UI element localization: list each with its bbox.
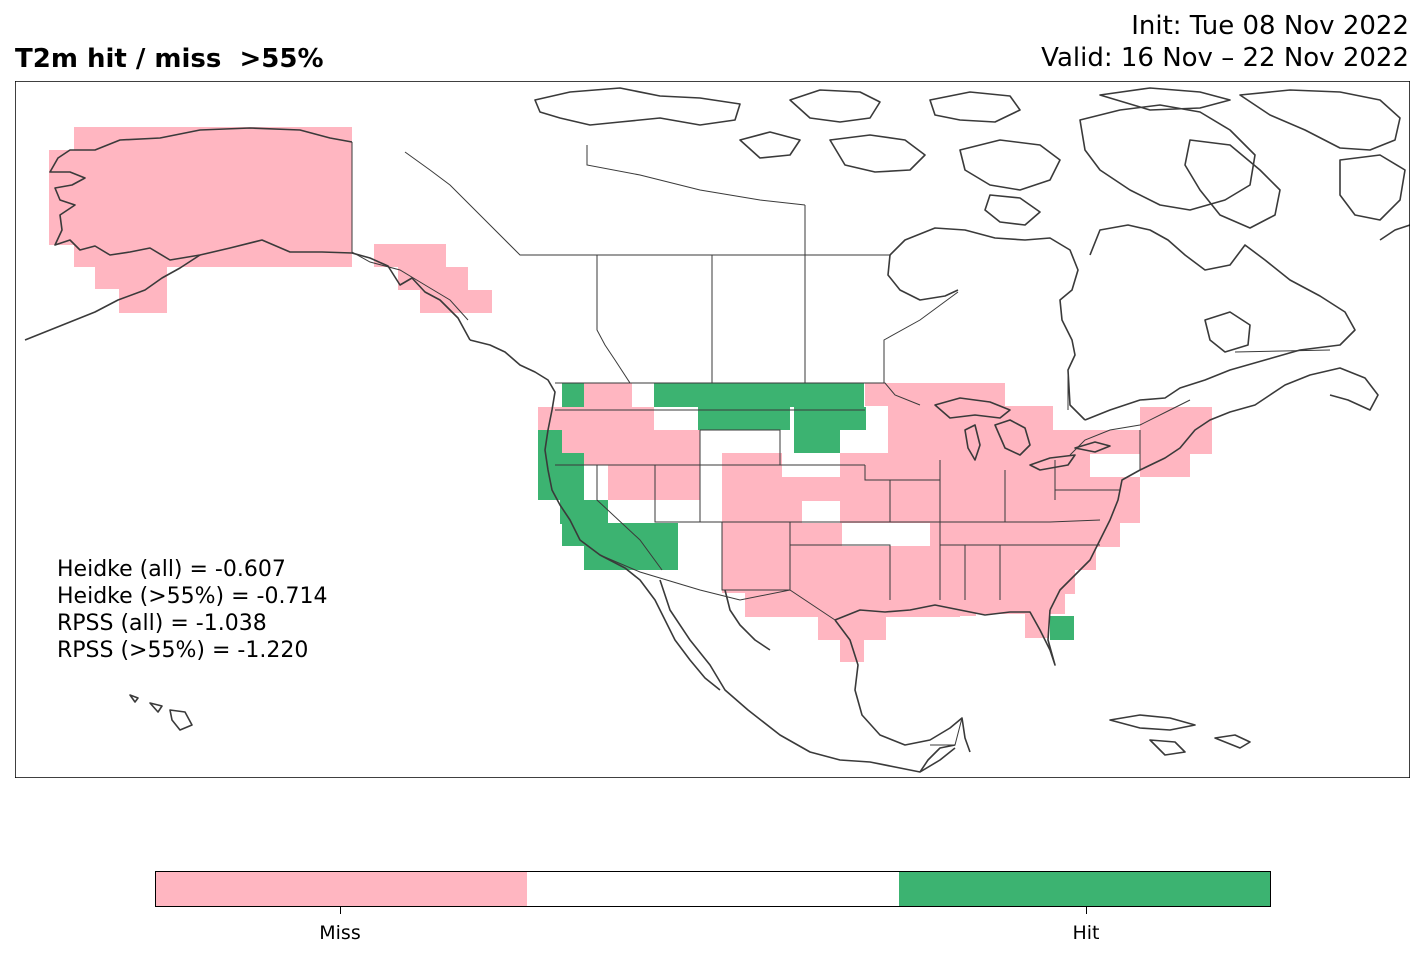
skill-scores: Heidke (all) = -0.607 Heidke (>55%) = -0… [57, 556, 327, 664]
hit-cell [1050, 616, 1074, 640]
miss-cell [654, 465, 700, 500]
miss-cell [1070, 430, 1140, 454]
miss-cell [865, 383, 1005, 406]
miss-cell [374, 244, 446, 267]
rpss-55: RPSS (>55%) = -1.220 [57, 638, 309, 663]
miss-cell [746, 500, 802, 523]
miss-cell [420, 290, 492, 313]
miss-cell [95, 267, 167, 289]
miss-cell [1065, 453, 1090, 477]
miss-cell [654, 430, 700, 465]
colorbar-segment-miss [156, 872, 528, 906]
miss-cell [840, 640, 864, 662]
miss-cell [865, 453, 1065, 477]
init-date: Init: Tue 08 Nov 2022 [1131, 11, 1409, 41]
valid-period: Valid: 16 Nov – 22 Nov 2022 [1041, 43, 1409, 73]
hit-cell [794, 407, 866, 430]
hit-cells [538, 383, 1074, 640]
miss-cell [1120, 477, 1140, 501]
miss-cell [584, 383, 632, 407]
colorbar-segment-hit [898, 872, 1270, 906]
coastlines [24, 87, 1410, 773]
miss-cell [1140, 453, 1190, 477]
hit-cell [608, 523, 654, 547]
miss-cell [818, 616, 886, 640]
miss-cell [398, 267, 468, 290]
colorbar-label-miss: Miss [319, 922, 361, 944]
miss-cell [975, 590, 1065, 614]
miss-cell [584, 407, 654, 465]
colorbar-label-hit: Hit [1072, 922, 1100, 944]
miss-cell [930, 546, 1096, 570]
colorbar-tick-hit [1086, 907, 1087, 914]
hit-cell [654, 383, 864, 407]
hit-cell [584, 546, 678, 570]
colorbar-segment-neutral [527, 872, 899, 906]
heidke-all: Heidke (all) = -0.607 [57, 557, 286, 582]
miss-cell [119, 289, 167, 313]
borders [351, 142, 1331, 746]
hit-cell [698, 407, 790, 430]
miss-cell [74, 127, 352, 267]
miss-cell [608, 465, 654, 500]
miss-cell [930, 500, 1120, 547]
miss-cell [1140, 407, 1212, 454]
hit-cell [584, 500, 608, 524]
colorbar [155, 871, 1271, 907]
hit-cell [562, 453, 584, 500]
colorbar-tick-miss [340, 907, 341, 914]
hit-cell [794, 430, 840, 453]
map-title: T2m hit / miss >55% [15, 44, 324, 74]
rpss-all: RPSS (all) = -1.038 [57, 611, 267, 636]
miss-cell [562, 407, 584, 453]
heidke-55: Heidke (>55%) = -0.714 [57, 584, 328, 609]
miss-cell [794, 477, 806, 501]
miss-cell [806, 477, 840, 501]
hit-cell [562, 383, 584, 407]
